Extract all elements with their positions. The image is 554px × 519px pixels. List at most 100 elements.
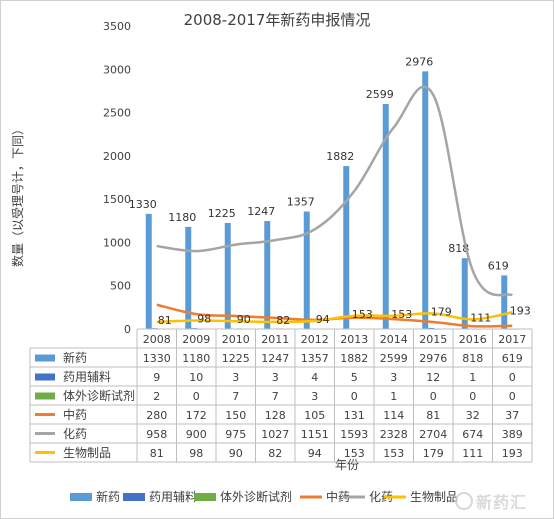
- table-cell: 1151: [301, 428, 329, 441]
- bar-data-label: 1247: [247, 205, 275, 218]
- line-data-label: 81: [158, 314, 172, 327]
- legend-label: 药用辅料: [149, 490, 197, 504]
- line-data-label: 94: [316, 313, 330, 326]
- table-cell: 619: [502, 352, 523, 365]
- table-cell: 1593: [340, 428, 368, 441]
- table-cell: 2704: [419, 428, 447, 441]
- bar: [501, 275, 508, 329]
- table-cell: 193: [502, 447, 523, 460]
- table-cell: 10: [189, 371, 203, 384]
- plot-area: 0 500 1000 1500 2000 2500 3000 3500 1330 1180 1225…: [103, 20, 532, 336]
- table-legend-key: [35, 392, 55, 400]
- table-cell: 81: [426, 409, 440, 422]
- legend-key: [123, 493, 145, 501]
- table-cell: 111: [462, 447, 483, 460]
- table-cell: 1: [390, 390, 397, 403]
- y-tick-label: 0: [124, 323, 131, 336]
- bar-data-label: 1882: [326, 150, 354, 163]
- legend-label: 生物制品: [410, 490, 458, 504]
- line-data-label: 179: [431, 306, 452, 319]
- table-cell: 2328: [380, 428, 408, 441]
- table-cell: 674: [462, 428, 483, 441]
- table-cell: 81: [150, 447, 164, 460]
- table-cell: 82: [268, 447, 282, 460]
- table-row-label: 化药: [63, 427, 87, 441]
- line-data-label: 90: [237, 313, 251, 326]
- table-cell: 1330: [143, 352, 171, 365]
- table-cell: 172: [186, 409, 207, 422]
- legend-label: 中药: [326, 489, 350, 504]
- table-cell: 1: [469, 371, 476, 384]
- table-cell: 1225: [222, 352, 250, 365]
- table-cell: 958: [146, 428, 167, 441]
- line-data-label: 153: [352, 308, 373, 321]
- table-cell: 0: [351, 390, 358, 403]
- table-cell: 1357: [301, 352, 329, 365]
- series-line: [156, 85, 513, 297]
- bar-data-label: 818: [448, 242, 469, 255]
- table-cell: 1180: [182, 352, 210, 365]
- table-cell: 32: [466, 409, 480, 422]
- table-cell: 131: [344, 409, 365, 422]
- table-cell: 389: [502, 428, 523, 441]
- table-cell: 3: [272, 371, 279, 384]
- table-cell: 818: [462, 352, 483, 365]
- table-header-cell: 2012: [301, 333, 329, 346]
- table-cell: 3: [232, 371, 239, 384]
- bar-data-label: 619: [488, 259, 509, 272]
- table-header-cell: 2013: [340, 333, 368, 346]
- table-cell: 0: [469, 390, 476, 403]
- watermark-logo: 新药汇: [455, 490, 540, 512]
- bar-data-label: 2599: [366, 88, 394, 101]
- table-row-label: 体外诊断试剂: [63, 388, 135, 403]
- table-cell: 9: [153, 371, 160, 384]
- table-cell: 94: [308, 447, 322, 460]
- table-cell: 7: [232, 390, 239, 403]
- table-cell: 128: [265, 409, 286, 422]
- table-row-label: 中药: [63, 407, 87, 422]
- table-cell: 900: [186, 428, 207, 441]
- table-cell: 1247: [261, 352, 289, 365]
- y-tick-label: 3000: [103, 63, 131, 76]
- legend-label: 新药: [96, 489, 120, 504]
- y-tick-label: 3500: [103, 20, 131, 33]
- bar: [224, 222, 231, 329]
- table-header-cell: 2016: [459, 333, 487, 346]
- table-cell: 153: [344, 447, 365, 460]
- bar: [382, 104, 389, 329]
- table-cell: 0: [509, 390, 516, 403]
- bar-data-label: 1330: [129, 198, 157, 211]
- bar: [428, 327, 435, 329]
- line-data-label: 82: [276, 314, 290, 327]
- bar: [422, 71, 429, 329]
- y-tick-label: 1000: [103, 236, 131, 249]
- table-cell: 179: [423, 447, 444, 460]
- y-tick-label: 500: [110, 280, 131, 293]
- table-cell: 2: [153, 390, 160, 403]
- bar: [461, 258, 468, 329]
- y-axis-label: 数量（以受理号计，下同）: [10, 123, 25, 267]
- table-header-cell: 2010: [222, 333, 250, 346]
- table-cell: 150: [225, 409, 246, 422]
- x-axis-label: 年份: [335, 458, 359, 472]
- bar: [185, 226, 192, 329]
- table-cell: 0: [430, 390, 437, 403]
- table-header-cell: 2011: [261, 333, 289, 346]
- table-cell: 90: [229, 447, 243, 460]
- table-cell: 3: [311, 390, 318, 403]
- table-cell: 37: [505, 409, 519, 422]
- data-table: 2008 2009 2010 2011 2012 2013 2014 2015 2016 2017…: [29, 328, 533, 463]
- table-cell: 975: [225, 428, 246, 441]
- bar-data-label: 2976: [405, 55, 433, 68]
- table-cell: 7: [272, 390, 279, 403]
- bar: [343, 166, 350, 329]
- table-row-label: 生物制品: [63, 446, 111, 460]
- table-cell: 1882: [340, 352, 368, 365]
- table-row-label: 新药: [63, 350, 87, 365]
- table-cell: 114: [383, 409, 404, 422]
- bar: [303, 211, 310, 329]
- chart-title: 2008-2017年新药申报情况: [184, 11, 371, 29]
- table-row-label: 药用辅料: [63, 370, 111, 384]
- y-tick-label: 2000: [103, 150, 131, 163]
- table-header-cell: 2014: [380, 333, 408, 346]
